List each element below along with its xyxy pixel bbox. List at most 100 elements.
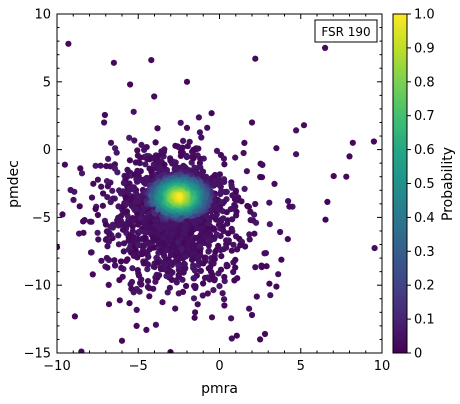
data-point <box>169 160 176 167</box>
data-point <box>175 256 182 264</box>
data-point <box>138 281 145 288</box>
data-point <box>198 225 205 232</box>
data-point <box>207 264 214 271</box>
data-point <box>135 241 142 249</box>
data-point <box>115 232 122 239</box>
data-point <box>197 248 204 255</box>
data-point <box>208 314 216 321</box>
data-point <box>99 202 106 209</box>
data-point <box>227 206 234 213</box>
data-point <box>115 222 122 229</box>
data-point <box>143 326 150 333</box>
data-point <box>191 314 198 321</box>
data-point <box>77 165 84 172</box>
data-point <box>241 139 248 146</box>
data-point <box>233 233 240 240</box>
data-point <box>193 234 200 242</box>
data-point <box>123 257 130 264</box>
data-point <box>371 245 378 252</box>
data-point <box>174 249 181 256</box>
data-point <box>134 254 141 261</box>
data-point <box>115 203 122 210</box>
data-point <box>161 161 168 168</box>
data-point <box>246 236 253 243</box>
data-point <box>179 288 187 295</box>
data-point <box>220 155 227 162</box>
data-point <box>190 295 198 302</box>
data-point <box>208 268 215 276</box>
data-point <box>178 246 185 253</box>
data-point <box>76 203 83 210</box>
data-point <box>169 231 176 238</box>
data-point <box>200 280 207 287</box>
data-point <box>155 152 162 159</box>
data-point <box>123 200 130 207</box>
data-point <box>137 214 144 221</box>
data-point <box>233 332 240 339</box>
data-point <box>104 264 111 271</box>
data-point <box>120 188 127 195</box>
data-point <box>198 134 205 141</box>
data-point <box>123 208 131 215</box>
data-point <box>104 243 111 250</box>
data-point <box>154 125 161 132</box>
data-point <box>118 212 125 220</box>
data-point <box>370 138 377 145</box>
data-point <box>59 211 66 218</box>
data-point <box>190 251 197 258</box>
data-point <box>205 247 212 254</box>
data-point <box>88 249 95 256</box>
data-point <box>215 242 222 249</box>
data-point <box>94 211 101 219</box>
data-point <box>101 119 108 126</box>
data-point <box>225 237 232 244</box>
data-point <box>216 283 223 290</box>
data-point <box>195 257 202 265</box>
data-point <box>252 264 259 271</box>
data-point <box>172 305 179 312</box>
data-point <box>171 166 178 173</box>
colorbar-tick-label: 0.8 <box>414 75 435 90</box>
data-point <box>81 217 88 224</box>
data-point <box>163 246 170 253</box>
data-point <box>266 280 273 287</box>
data-point <box>251 230 258 237</box>
data-point <box>176 192 183 200</box>
colorbar-tick-label: 0.3 <box>414 245 435 260</box>
data-point <box>142 161 149 168</box>
data-point <box>228 335 235 342</box>
data-point <box>219 290 226 297</box>
data-point <box>199 292 206 299</box>
data-point <box>210 225 217 232</box>
data-point <box>116 277 123 284</box>
colorbar-tick-label: 0.5 <box>414 177 435 192</box>
data-point <box>273 283 280 290</box>
data-point <box>285 198 292 205</box>
data-point <box>221 302 228 309</box>
data-point <box>183 152 190 159</box>
data-point <box>233 212 240 219</box>
data-point <box>240 149 247 157</box>
data-point <box>242 243 249 250</box>
data-point <box>159 299 166 306</box>
y-tick-label: 10 <box>34 8 51 23</box>
data-point <box>57 244 61 251</box>
data-point <box>101 111 108 119</box>
data-point <box>78 348 85 353</box>
data-point <box>112 145 119 152</box>
data-point <box>346 153 353 160</box>
data-point <box>111 257 118 264</box>
data-point <box>293 151 300 158</box>
data-point <box>155 240 162 247</box>
data-point <box>111 165 118 172</box>
data-point <box>273 145 280 152</box>
data-point <box>217 266 225 273</box>
data-point <box>147 219 154 226</box>
data-point <box>229 192 236 199</box>
data-point <box>138 141 145 148</box>
annotation-box: FSR 190 <box>314 19 378 43</box>
data-point <box>324 198 331 205</box>
data-point <box>201 239 208 247</box>
data-point <box>203 175 210 182</box>
